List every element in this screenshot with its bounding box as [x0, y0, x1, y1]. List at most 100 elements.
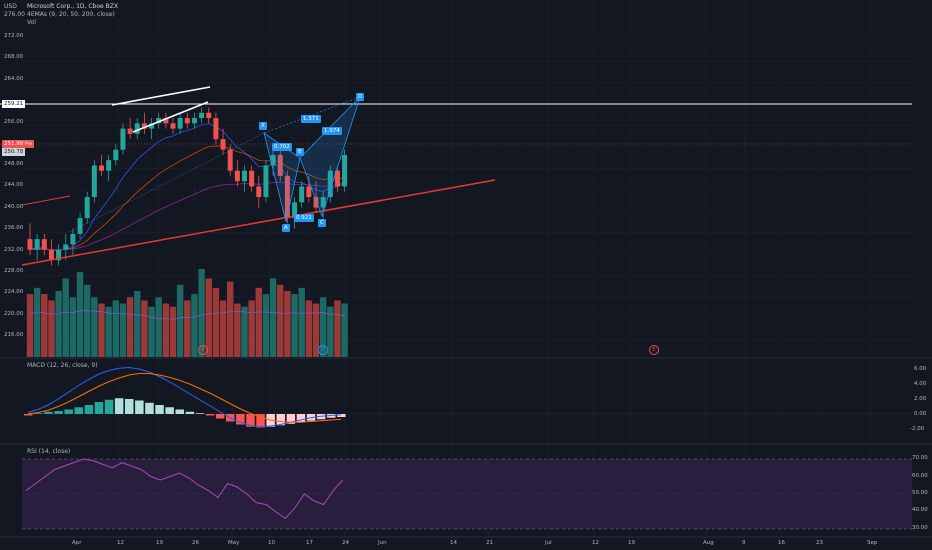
volume-bar [84, 284, 91, 357]
volume-bar [141, 300, 148, 357]
macd-histogram-bar [195, 413, 205, 414]
macd-histogram-bar [94, 402, 104, 414]
volume-bar [98, 303, 105, 357]
volume-bar [33, 287, 41, 357]
top-price-label: 276.00 [4, 11, 25, 18]
pattern-point-x[interactable]: X [259, 122, 267, 130]
macd-histogram-bar [276, 414, 285, 426]
price-tick: 220.00 [4, 311, 24, 317]
volume-bar [241, 306, 248, 357]
volume-bar [126, 297, 134, 357]
pattern-point-a[interactable]: A [282, 224, 290, 232]
candle-body [184, 118, 190, 124]
macd-histogram-bar [185, 411, 195, 414]
dividend-event-icon[interactable]: D [318, 345, 328, 355]
time-tick: Jul [545, 540, 552, 546]
time-tick: 19 [156, 540, 163, 546]
volume-bar [341, 303, 348, 357]
pattern-point-d[interactable]: D [356, 93, 365, 101]
rsi-axis-tick: 50.00 [912, 490, 928, 496]
candle-body [320, 197, 326, 208]
rsi-axis-tick: 70.00 [912, 455, 928, 461]
candle-body [199, 112, 205, 119]
candle-body [270, 154, 276, 166]
candle-body [263, 165, 269, 198]
price-tick: 244.00 [4, 182, 24, 188]
candle-body [91, 165, 97, 198]
earnings-event-icon[interactable]: E [649, 345, 659, 355]
macd-histogram-bar [64, 409, 73, 414]
macd-signal-line [27, 373, 342, 423]
volume-bar [105, 306, 112, 357]
macd-axis-tick: -2.00 [910, 426, 925, 432]
time-tick: 17 [306, 540, 313, 546]
macd-histogram-bar [24, 414, 33, 416]
rsi-axis-tick: 30.00 [912, 525, 928, 531]
pattern-point-c[interactable]: C [318, 219, 326, 227]
candle-body [306, 186, 312, 198]
volume-bar [262, 294, 270, 357]
price-tick: 224.00 [4, 289, 24, 295]
candle-body [234, 170, 240, 182]
candle-body [34, 239, 40, 250]
pattern-ratio-label: 0.702 [272, 143, 292, 151]
level-price-label: 259.21 [2, 100, 26, 108]
macd-histogram-bar [34, 413, 43, 414]
candle-body [106, 160, 112, 171]
volume-bar [48, 300, 55, 357]
rsi-title[interactable]: RSI (14, close) [27, 448, 71, 455]
candle-body [134, 123, 140, 134]
ema-50-line [29, 181, 345, 251]
time-tick: 10 [268, 540, 275, 546]
macd-histogram-bar [175, 409, 184, 414]
candle-body [249, 170, 255, 187]
volume-bar [148, 306, 155, 357]
volume-bars [26, 269, 348, 357]
volume-bar [291, 294, 298, 357]
pattern-ratio-label: 1.974 [322, 127, 342, 135]
candle-body [156, 118, 162, 124]
volume-bar [162, 303, 170, 357]
rsi-axis-tick: 40.00 [912, 507, 928, 513]
macd-histogram-bar [125, 399, 134, 414]
ema-9-line [29, 123, 345, 251]
volume-indicator-label[interactable]: Vol [27, 19, 36, 26]
ema-indicator-label[interactable]: 4EMAs (9, 20, 50, 200, close) [27, 11, 115, 18]
macd-title[interactable]: MACD (12, 26, close, 9) [27, 362, 98, 369]
candle-body [163, 118, 169, 124]
volume-bar [91, 297, 98, 357]
time-tick: 12 [592, 540, 599, 546]
rsi-axis-tick: 60.00 [912, 473, 928, 479]
candle-body [242, 170, 247, 182]
volume-bar [319, 297, 327, 357]
candle-body [99, 165, 104, 171]
volume-bar [155, 297, 162, 357]
candle-body [277, 154, 283, 176]
time-tick: Sep [867, 540, 878, 546]
macd-histogram-bar [205, 414, 215, 416]
volume-bar [277, 284, 284, 357]
macd-histogram-bar [256, 414, 265, 428]
time-tick: May [228, 540, 240, 546]
time-tick: 16 [778, 540, 785, 546]
macd-axis-tick: 2.00 [914, 396, 927, 402]
time-tick: 9 [742, 540, 746, 546]
earnings-event-icon[interactable]: E [198, 345, 208, 355]
time-tick: 12 [117, 540, 124, 546]
price-tick: 216.00 [4, 332, 24, 338]
red-trendline [21, 179, 496, 266]
chart-title[interactable]: Microsoft Corp., 1D, Cboe BZX [27, 3, 118, 10]
candle-body [170, 123, 176, 129]
candle-body [227, 149, 233, 171]
candle-body [63, 244, 69, 250]
rsi-line [25, 458, 344, 520]
ema-20-line [29, 145, 345, 251]
time-tick: 14 [450, 540, 457, 546]
macd-histogram-bar [215, 414, 225, 419]
grid-lines [0, 0, 932, 538]
volume-bar [298, 287, 305, 357]
time-tick: Apr [72, 540, 82, 546]
pattern-point-b[interactable]: B [296, 148, 304, 156]
candle-body [56, 249, 62, 261]
